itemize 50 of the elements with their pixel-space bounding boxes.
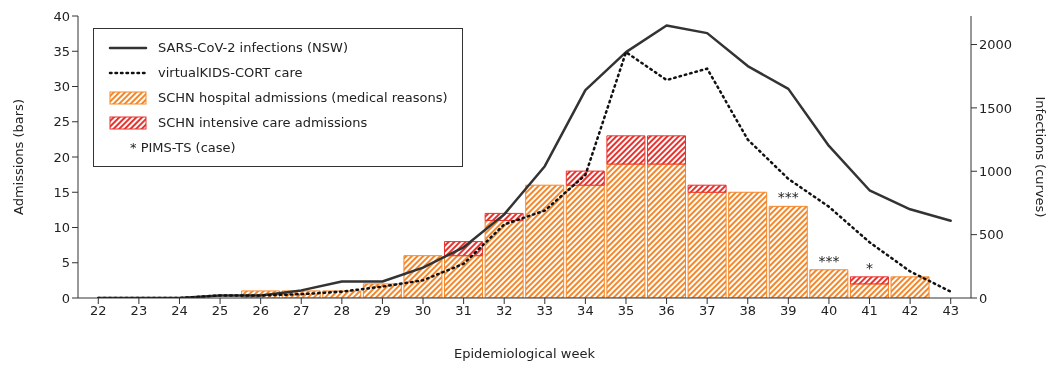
y-tick-label: 30 bbox=[53, 79, 70, 95]
bar bbox=[565, 170, 605, 186]
legend-label: SCHN intensive care admissions bbox=[158, 115, 368, 130]
y2-tick-label: 500 bbox=[979, 227, 1004, 243]
legend-label: SCHN hospital admissions (medical reasons) bbox=[158, 90, 448, 105]
y-tick-label: 25 bbox=[53, 114, 70, 130]
x-tick-label: 28 bbox=[333, 303, 351, 319]
y-axis-title: Admissions (bars) bbox=[10, 99, 26, 215]
x-tick-label: 23 bbox=[130, 303, 148, 319]
y-tick-label: 10 bbox=[53, 220, 70, 236]
annotation: * PIMS-TS (case) bbox=[130, 140, 236, 155]
x-tick-label: 22 bbox=[90, 303, 107, 319]
y-tick-label: 5 bbox=[61, 255, 70, 271]
x-tick-label: 43 bbox=[942, 303, 959, 319]
annotation: *** bbox=[777, 189, 799, 206]
x-tick-label: 25 bbox=[211, 303, 229, 319]
y-tick-label: 40 bbox=[53, 8, 70, 24]
x-tick-label: 41 bbox=[861, 303, 878, 319]
bar bbox=[849, 276, 889, 285]
x-tick-label: 38 bbox=[739, 303, 757, 319]
x-tick-label: 32 bbox=[495, 303, 513, 319]
y2-tick-label: 1500 bbox=[979, 100, 1013, 116]
x-tick-label: 35 bbox=[617, 303, 635, 319]
legend-label: SARS-CoV-2 infections (NSW) bbox=[158, 40, 348, 55]
y-tick-label: 0 bbox=[61, 290, 70, 306]
bar bbox=[687, 184, 727, 193]
x-tick-label: 24 bbox=[171, 303, 188, 319]
annotation: * bbox=[866, 259, 874, 276]
x-tick-label: 42 bbox=[901, 303, 919, 319]
x-tick-label: 39 bbox=[780, 303, 797, 319]
x-tick-label: 36 bbox=[658, 303, 675, 319]
annotation: *** bbox=[818, 252, 840, 269]
y-tick-label: 35 bbox=[53, 43, 70, 59]
x-tick-label: 37 bbox=[698, 303, 716, 319]
legend-label: virtualKIDS-CORT care bbox=[158, 65, 303, 80]
y2-tick-label: 0 bbox=[979, 290, 988, 306]
x-tick-label: 27 bbox=[292, 303, 310, 319]
y2-tick-label: 2000 bbox=[979, 37, 1013, 53]
y-tick-label: 15 bbox=[53, 184, 70, 200]
y-tick-label: 20 bbox=[53, 149, 70, 165]
y2-axis-title: Infections (curves) bbox=[1033, 96, 1049, 218]
x-tick-label: 29 bbox=[374, 303, 391, 319]
x-tick-label: 33 bbox=[536, 303, 554, 319]
y2-tick-label: 1000 bbox=[979, 163, 1013, 179]
x-tick-label: 30 bbox=[414, 303, 432, 319]
x-axis-title: Epidemiological week bbox=[453, 346, 596, 361]
x-tick-label: 26 bbox=[252, 303, 269, 319]
x-tick-label: 40 bbox=[820, 303, 838, 319]
x-tick-label: 34 bbox=[577, 303, 594, 319]
x-tick-label: 31 bbox=[455, 303, 472, 319]
